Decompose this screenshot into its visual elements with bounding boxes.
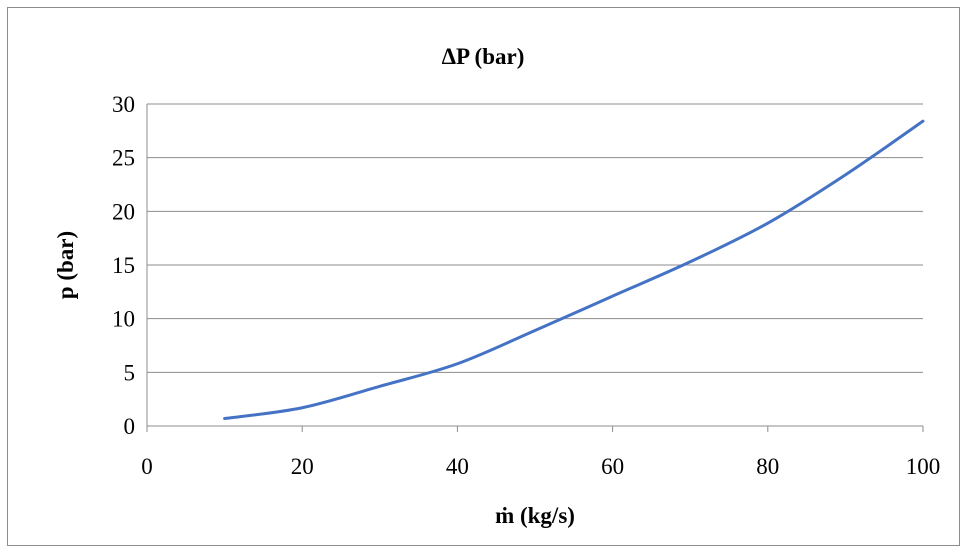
axis-layer (146, 104, 924, 432)
data-point (223, 416, 227, 420)
x-axis-title: ṁ (kg/s) (495, 503, 575, 528)
x-tick-label: 20 (291, 454, 314, 479)
y-tick-label: 30 (112, 92, 135, 117)
tick-labels: 0 5 10 15 20 25 30 0 20 40 60 80 100 (112, 92, 940, 479)
y-tick-label: 5 (124, 360, 136, 385)
data-point (611, 294, 615, 298)
y-axis-title: p (bar) (53, 231, 78, 299)
y-tick-label: 15 (112, 253, 135, 278)
data-point (843, 173, 847, 177)
data-point (921, 119, 925, 123)
data-point (533, 328, 537, 332)
x-tick-label: 40 (446, 454, 469, 479)
series-line (223, 119, 925, 420)
grid-layer (147, 103, 923, 373)
chart-title: ΔP (bar) (442, 44, 525, 69)
data-point (766, 221, 770, 225)
x-tick-label: 0 (141, 454, 153, 479)
y-tick-label: 20 (112, 199, 135, 224)
y-tick-label: 10 (112, 307, 135, 332)
x-tick-label: 100 (906, 454, 941, 479)
data-point (688, 260, 692, 264)
data-point (455, 362, 459, 366)
chart-frame (7, 7, 960, 546)
x-tick-label: 60 (601, 454, 624, 479)
data-point (378, 384, 382, 388)
y-tick-label: 0 (124, 414, 136, 439)
y-tick-label: 25 (112, 146, 135, 171)
data-point (300, 406, 304, 410)
series-layer (223, 119, 925, 420)
x-tick-label: 80 (756, 454, 779, 479)
